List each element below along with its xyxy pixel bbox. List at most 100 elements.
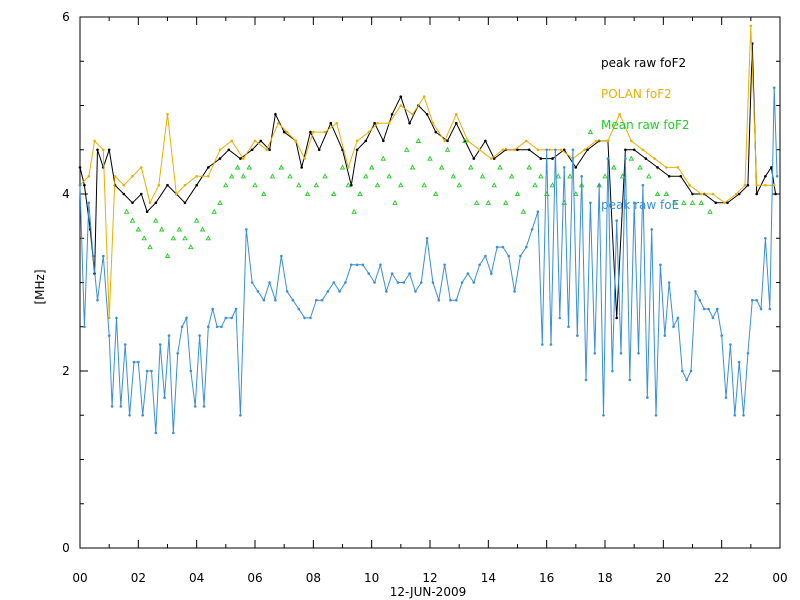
- plot-frame: [79, 16, 781, 549]
- data-point: [455, 113, 458, 116]
- data-point: [539, 157, 543, 160]
- data-point: [679, 175, 683, 178]
- data-point: [541, 343, 544, 346]
- data-point: [361, 263, 365, 267]
- data-point: [479, 173, 486, 179]
- data-point: [326, 290, 330, 293]
- data-point: [309, 316, 312, 320]
- data-point: [280, 254, 283, 258]
- x-tick-label: 12: [422, 571, 437, 585]
- data-point: [402, 281, 406, 284]
- data-point: [595, 139, 598, 143]
- data-point: [332, 281, 336, 284]
- data-point: [628, 378, 632, 382]
- data-point: [145, 210, 149, 213]
- data-point: [202, 405, 206, 408]
- data-point: [653, 157, 656, 160]
- data-point: [291, 298, 295, 302]
- data-point: [530, 228, 534, 231]
- data-point: [398, 182, 404, 188]
- data-point: [466, 139, 470, 143]
- data-point: [516, 148, 519, 152]
- data-point: [87, 175, 91, 178]
- data-point: [628, 155, 635, 161]
- data-point: [223, 182, 229, 188]
- data-point: [274, 113, 277, 116]
- data-point: [508, 173, 515, 179]
- data-point: [427, 155, 433, 161]
- data-point: [460, 281, 464, 284]
- data-point: [296, 182, 302, 188]
- data-point: [215, 325, 219, 329]
- data-point: [148, 201, 152, 205]
- data-point: [246, 164, 252, 170]
- data-point: [252, 182, 258, 188]
- data-point: [119, 405, 123, 408]
- data-point: [240, 173, 247, 179]
- x-tick-label: 00: [72, 571, 87, 585]
- data-point: [303, 316, 306, 320]
- data-point: [150, 369, 153, 373]
- data-point: [772, 86, 776, 90]
- axis-ticks: [79, 16, 781, 549]
- data-point: [478, 148, 481, 152]
- data-point: [698, 298, 702, 302]
- data-point: [707, 307, 710, 311]
- x-tick-label: 20: [656, 571, 671, 585]
- data-point: [714, 201, 718, 205]
- data-point: [399, 104, 403, 107]
- data-point: [390, 113, 394, 116]
- data-point: [466, 272, 470, 275]
- x-tick-label: 14: [481, 571, 496, 585]
- data-point: [473, 199, 480, 205]
- data-point: [611, 164, 617, 170]
- data-point: [175, 192, 178, 196]
- data-point: [548, 148, 551, 152]
- data-point: [110, 405, 114, 408]
- data-point: [234, 164, 241, 170]
- data-point: [495, 245, 499, 249]
- data-point: [444, 146, 451, 152]
- data-point: [654, 191, 661, 197]
- data-point: [663, 191, 670, 197]
- data-point: [571, 148, 575, 152]
- data-point: [567, 173, 573, 179]
- series-mean-raw-fof2: [123, 129, 713, 259]
- data-point: [364, 139, 368, 143]
- data-point: [455, 121, 458, 125]
- data-point: [239, 157, 242, 160]
- data-point: [199, 226, 206, 232]
- data-point: [726, 201, 729, 205]
- data-point: [420, 281, 423, 284]
- data-point: [472, 281, 476, 284]
- data-point: [228, 173, 235, 179]
- data-point: [96, 148, 99, 152]
- data-point: [583, 148, 586, 152]
- data-point: [589, 201, 592, 205]
- data-point: [449, 298, 452, 302]
- data-point: [205, 235, 212, 241]
- data-point: [355, 148, 359, 152]
- data-point: [129, 217, 136, 223]
- data-point: [764, 237, 767, 240]
- data-point: [250, 281, 254, 284]
- data-point: [277, 121, 280, 125]
- data-point: [282, 130, 286, 134]
- data-point: [551, 157, 554, 160]
- data-point: [167, 334, 171, 337]
- data-point: [166, 113, 169, 116]
- data-point: [654, 414, 658, 417]
- data-point: [140, 192, 143, 196]
- data-point: [256, 290, 260, 293]
- data-point: [158, 343, 162, 346]
- data-point: [672, 199, 678, 205]
- data-point: [520, 208, 527, 214]
- data-point: [742, 414, 745, 417]
- data-point: [386, 173, 392, 179]
- data-point: [597, 183, 601, 187]
- legend: peak raw foF2 POLAN foF2 Mean raw foF2 peak…: [601, 56, 690, 212]
- data-point: [317, 148, 321, 152]
- data-point: [285, 130, 289, 134]
- data-point: [492, 157, 496, 160]
- data-point: [755, 192, 758, 196]
